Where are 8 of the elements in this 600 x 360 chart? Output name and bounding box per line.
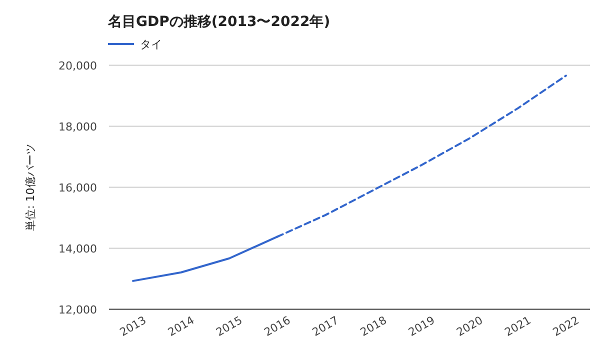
y-tick-label: 16,000 xyxy=(58,181,97,194)
y-tick-label: 12,000 xyxy=(58,303,97,316)
y-axis-title: 単位: 10億バーツ xyxy=(24,144,37,231)
y-tick-label: 20,000 xyxy=(58,59,97,72)
chart-title: 名目GDPの推移(2013〜2022年) xyxy=(107,14,330,30)
y-tick-label: 14,000 xyxy=(58,242,97,256)
legend-label: タイ xyxy=(140,38,162,51)
y-tick-label: 18,000 xyxy=(58,120,97,134)
